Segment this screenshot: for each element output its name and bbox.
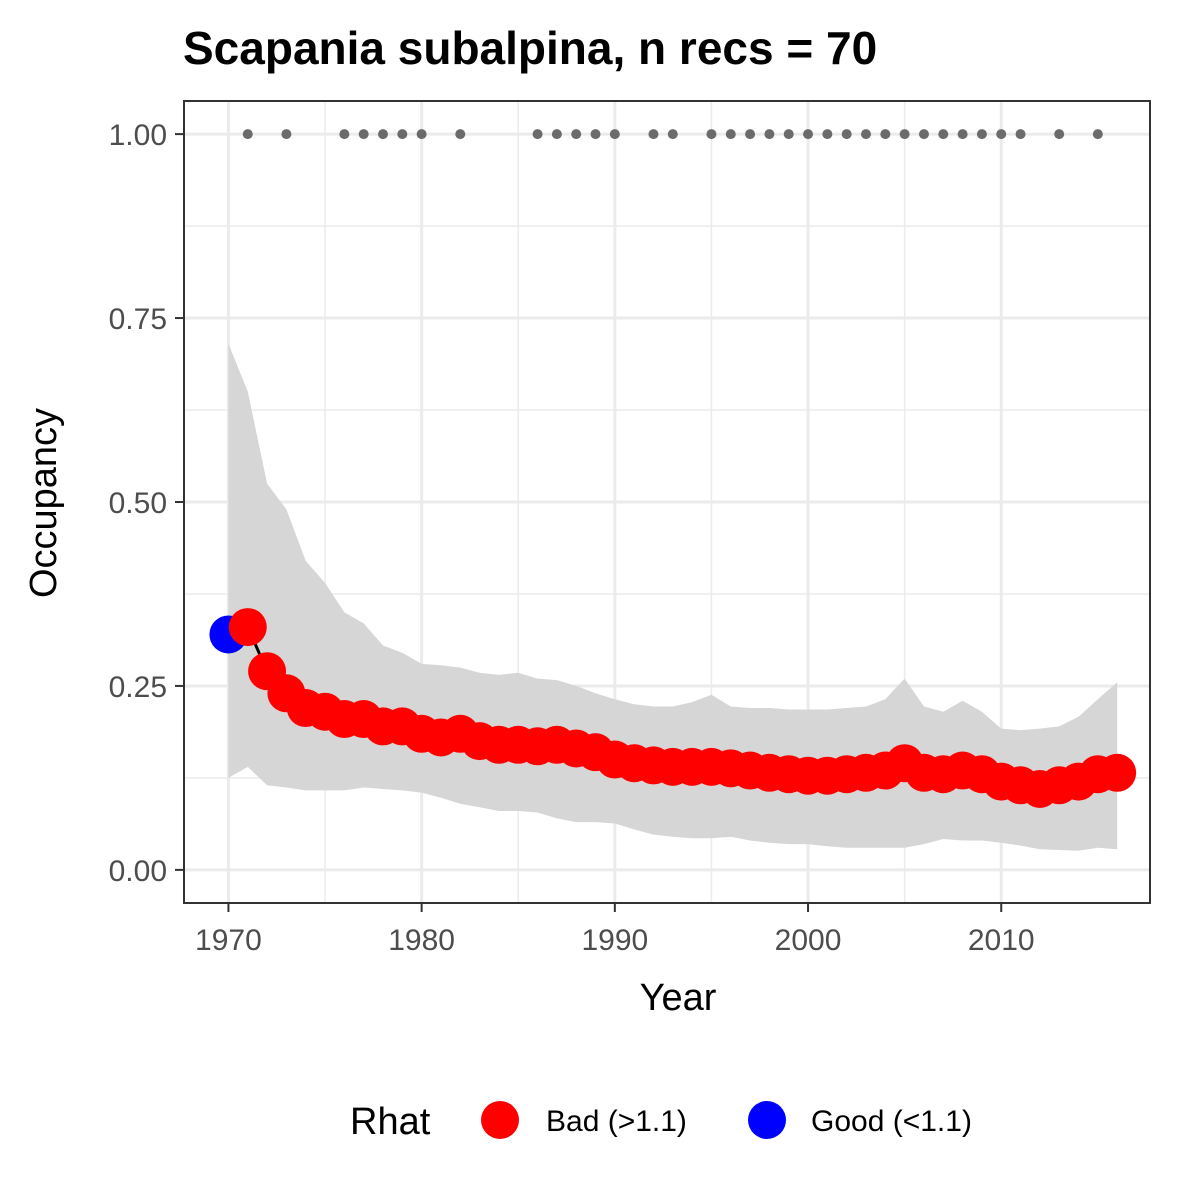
record-point [242,129,253,140]
record-point [590,129,601,140]
record-point [976,129,987,140]
y-tick-label: 0.50 [109,487,167,520]
occupancy-points [209,608,1137,808]
y-tick-label: 0.25 [109,671,167,704]
record-point [706,129,717,140]
x-tick-label: 2010 [968,924,1035,957]
legend: Rhat Bad (>1.1) Good (<1.1) [350,1101,972,1143]
y-tick-label: 1.00 [109,119,167,152]
y-tick-label: 0.00 [109,855,167,888]
record-point [609,129,620,140]
record-point [1092,129,1103,140]
legend-swatch-bad [481,1101,519,1139]
record-point [339,129,350,140]
record-point [822,129,833,140]
record-point [996,129,1007,140]
record-point [532,129,543,140]
record-point [667,129,678,140]
y-axis: 0.00 0.25 0.50 0.75 1.00 [109,119,184,888]
record-point [803,129,814,140]
x-tick-label: 1980 [388,924,455,957]
record-point [860,129,871,140]
record-point [899,129,910,140]
x-axis-title: Year [640,977,717,1019]
record-point [725,129,736,140]
record-point [358,129,369,140]
record-point [841,129,852,140]
x-tick-label: 2000 [775,924,842,957]
record-point [918,129,929,140]
record-point [957,129,968,140]
record-point [880,129,891,140]
record-point [281,129,292,140]
legend-label-bad: Bad (>1.1) [546,1105,687,1138]
record-point [1054,129,1065,140]
record-point [648,129,659,140]
x-tick-label: 1990 [581,924,648,957]
record-point [1015,129,1026,140]
record-point [397,129,408,140]
record-point [783,129,794,140]
y-tick-label: 0.75 [109,303,167,336]
record-point [764,129,775,140]
record-point [455,129,466,140]
legend-swatch-good [748,1101,786,1139]
y-axis-title: Occupancy [23,408,65,598]
occupancy-point [228,608,267,647]
record-points [242,129,1103,140]
chart-title: Scapania subalpina, n recs = 70 [183,22,877,74]
record-point [377,129,388,140]
record-point [416,129,427,140]
record-point [551,129,562,140]
x-axis: 1970 1980 1990 2000 2010 [195,903,1035,957]
record-point [745,129,756,140]
record-point [571,129,582,140]
x-tick-label: 1970 [195,924,262,957]
legend-label-good: Good (<1.1) [811,1105,972,1138]
record-point [938,129,949,140]
legend-title: Rhat [350,1101,431,1143]
occupancy-point [1098,753,1137,792]
